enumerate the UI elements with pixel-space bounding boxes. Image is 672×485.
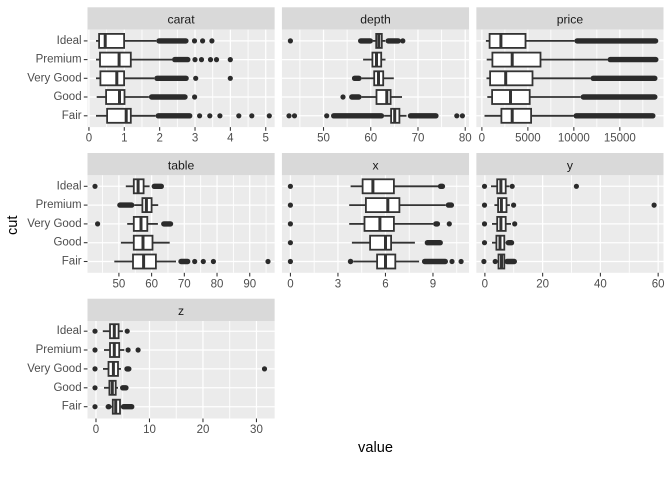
svg-text:1: 1 <box>121 133 127 145</box>
svg-text:value: value <box>358 440 393 456</box>
svg-text:Ideal: Ideal <box>57 180 82 192</box>
svg-text:40: 40 <box>594 278 607 290</box>
svg-text:y: y <box>567 158 574 172</box>
svg-text:70: 70 <box>178 278 191 290</box>
svg-text:5: 5 <box>263 133 269 145</box>
svg-text:table: table <box>168 158 195 172</box>
svg-text:price: price <box>557 13 584 27</box>
svg-text:60: 60 <box>364 133 377 145</box>
svg-text:carat: carat <box>168 13 196 27</box>
svg-text:z: z <box>178 304 184 318</box>
svg-text:Very Good: Very Good <box>27 72 81 84</box>
svg-text:2: 2 <box>156 133 162 145</box>
svg-text:10: 10 <box>143 424 156 436</box>
svg-text:Ideal: Ideal <box>57 325 82 337</box>
svg-text:Premium: Premium <box>36 54 82 66</box>
svg-text:60: 60 <box>145 278 158 290</box>
svg-text:3: 3 <box>192 133 198 145</box>
svg-text:0: 0 <box>86 133 92 145</box>
svg-text:Good: Good <box>53 91 81 103</box>
svg-text:Good: Good <box>53 237 81 249</box>
svg-text:Very Good: Very Good <box>27 363 81 375</box>
svg-text:cut: cut <box>5 216 21 235</box>
svg-text:0: 0 <box>479 133 485 145</box>
svg-text:0: 0 <box>287 278 293 290</box>
svg-text:80: 80 <box>459 133 472 145</box>
svg-text:Very Good: Very Good <box>27 218 81 230</box>
svg-text:9: 9 <box>430 278 436 290</box>
svg-text:6: 6 <box>382 278 388 290</box>
svg-text:x: x <box>372 158 378 172</box>
svg-text:0: 0 <box>482 278 488 290</box>
svg-text:Premium: Premium <box>36 199 82 211</box>
svg-text:Premium: Premium <box>36 344 82 356</box>
svg-text:90: 90 <box>243 278 256 290</box>
svg-text:80: 80 <box>211 278 224 290</box>
svg-text:depth: depth <box>360 13 391 27</box>
svg-text:70: 70 <box>412 133 425 145</box>
svg-text:3: 3 <box>335 278 341 290</box>
svg-text:15000: 15000 <box>604 133 636 145</box>
svg-text:30: 30 <box>250 424 263 436</box>
svg-text:Fair: Fair <box>62 256 82 268</box>
svg-text:60: 60 <box>652 278 665 290</box>
svg-text:Fair: Fair <box>62 110 82 122</box>
svg-text:50: 50 <box>113 278 126 290</box>
svg-text:5000: 5000 <box>515 133 541 145</box>
svg-text:0: 0 <box>93 424 99 436</box>
svg-text:20: 20 <box>536 278 549 290</box>
svg-text:4: 4 <box>227 133 234 145</box>
svg-text:Ideal: Ideal <box>57 35 82 47</box>
svg-text:20: 20 <box>197 424 210 436</box>
svg-text:Fair: Fair <box>62 401 82 413</box>
svg-text:50: 50 <box>317 133 330 145</box>
svg-text:Good: Good <box>53 382 81 394</box>
svg-text:10000: 10000 <box>558 133 590 145</box>
